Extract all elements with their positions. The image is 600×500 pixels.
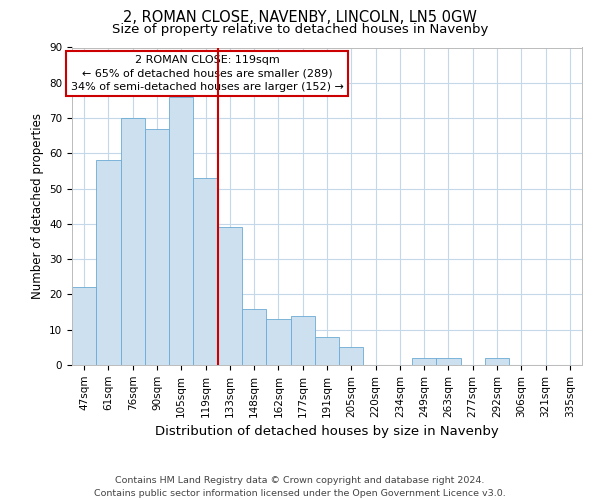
Bar — [242, 308, 266, 365]
Bar — [72, 288, 96, 365]
Text: Contains HM Land Registry data © Crown copyright and database right 2024.
Contai: Contains HM Land Registry data © Crown c… — [94, 476, 506, 498]
Bar — [339, 348, 364, 365]
Bar — [266, 319, 290, 365]
Bar — [436, 358, 461, 365]
Text: Size of property relative to detached houses in Navenby: Size of property relative to detached ho… — [112, 22, 488, 36]
Bar — [96, 160, 121, 365]
Bar — [121, 118, 145, 365]
Bar — [169, 97, 193, 365]
Bar — [145, 128, 169, 365]
Bar — [193, 178, 218, 365]
Bar — [315, 337, 339, 365]
Bar — [290, 316, 315, 365]
Text: 2, ROMAN CLOSE, NAVENBY, LINCOLN, LN5 0GW: 2, ROMAN CLOSE, NAVENBY, LINCOLN, LN5 0G… — [123, 10, 477, 25]
Text: 2 ROMAN CLOSE: 119sqm
← 65% of detached houses are smaller (289)
34% of semi-det: 2 ROMAN CLOSE: 119sqm ← 65% of detached … — [71, 56, 344, 92]
Bar — [412, 358, 436, 365]
Y-axis label: Number of detached properties: Number of detached properties — [31, 114, 44, 299]
X-axis label: Distribution of detached houses by size in Navenby: Distribution of detached houses by size … — [155, 425, 499, 438]
Bar — [218, 228, 242, 365]
Bar — [485, 358, 509, 365]
